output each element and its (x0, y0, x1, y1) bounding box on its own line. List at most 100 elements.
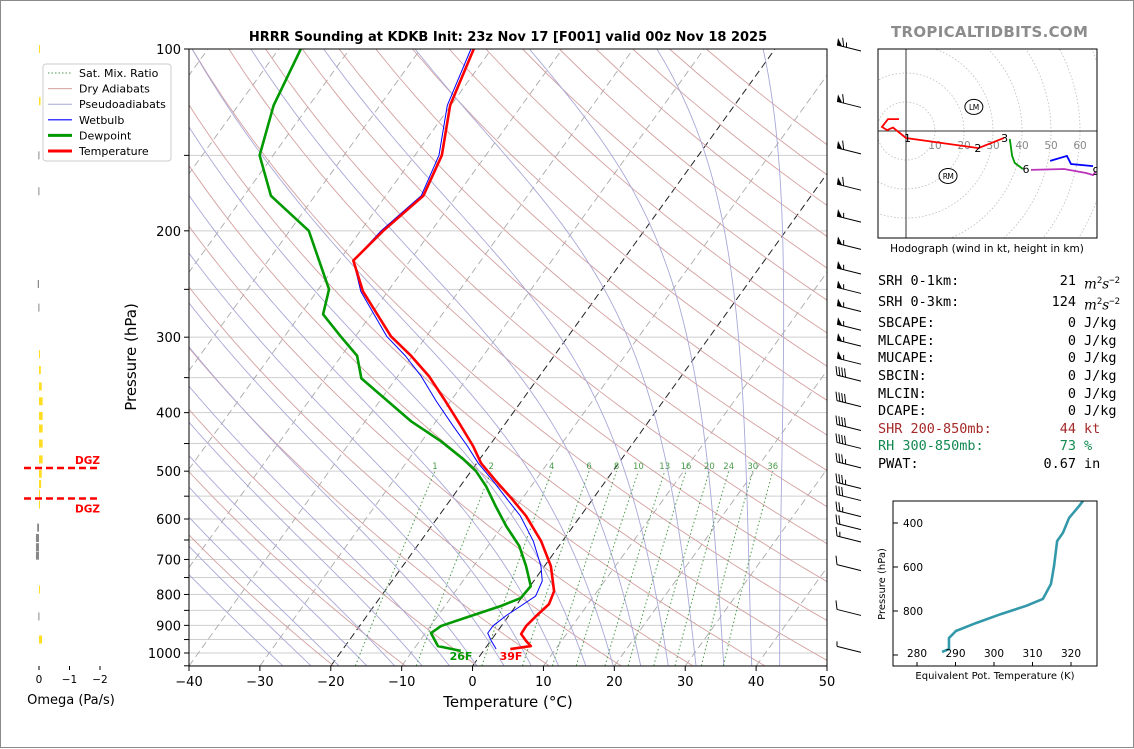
unit-exp: 2 (1096, 297, 1103, 308)
stat-value: 0 (1067, 403, 1076, 420)
stat-value: 0 (1067, 315, 1076, 332)
y-tick-label: 1000 (148, 647, 181, 662)
isotherm (685, 468, 827, 666)
theta-e-x-tick-label: 290 (945, 648, 965, 660)
barb-full (841, 393, 844, 403)
unit-base: J/kg (1084, 385, 1117, 402)
surface-temperature-label: 39F (500, 650, 523, 663)
stat-label: PWAT: (878, 455, 919, 472)
x-tick-label: −40 (175, 675, 202, 690)
stat-value: 0 (1067, 350, 1076, 367)
mixing-ratio-line (700, 471, 754, 666)
barb-full (838, 434, 841, 444)
stat-label: SRH 0-3km: (878, 294, 960, 311)
mixing-ratio-label: 1 (432, 462, 437, 472)
pseudoadiabat (250, 49, 642, 666)
storm-motion-label: LM (969, 103, 979, 112)
barb-staff (836, 441, 862, 449)
wind-barb (835, 473, 862, 489)
unit-base: in (1084, 455, 1101, 472)
pseudoadiabat (189, 302, 505, 666)
barb-staff (836, 564, 862, 572)
isotherm (189, 49, 492, 470)
barb-full (835, 452, 838, 462)
wind-barb (835, 415, 862, 432)
wind-barb (836, 37, 862, 52)
barb-full (838, 502, 841, 512)
pseudoadiabat (189, 126, 587, 666)
pseudoadiabat (189, 516, 340, 666)
mixing-ratio-label: 13 (659, 462, 670, 472)
barb-full (838, 453, 841, 463)
wind-barb (835, 366, 862, 382)
barb-staff (836, 357, 862, 365)
pseudoadiabat (189, 421, 423, 666)
stat-label: SBCIN: (878, 367, 927, 384)
x-axis-label: Temperature (°C) (442, 693, 572, 711)
barb-staff (836, 267, 862, 275)
barb-flag (837, 280, 842, 289)
unit-base: J/kg (1084, 350, 1117, 367)
barb-staff (836, 305, 862, 313)
legend-label: Pseudoadiabats (79, 98, 166, 111)
dry-adiabat (228, 49, 827, 583)
barb-full (841, 474, 844, 485)
dry-adiabat (485, 49, 827, 334)
hodograph-trace (1030, 168, 1097, 177)
omega-bar (39, 45, 40, 53)
barb-flag (837, 140, 842, 149)
isotherm (401, 74, 827, 666)
x-tick-label: −10 (388, 675, 415, 690)
y-tick-label: 600 (156, 513, 181, 528)
stat-row: DCAPE: 0 J/kg (878, 403, 1120, 421)
dewpoint-line (258, 49, 533, 653)
stat-row: SBCAPE: 0 J/kg (878, 315, 1120, 333)
x-tick-label: 50 (819, 675, 836, 690)
stat-label: SRH 0-1km: (878, 273, 960, 289)
y-tick-label: 800 (156, 588, 181, 603)
pseudoadiabat (656, 49, 753, 666)
stat-row: SRH 0-3km: 124 m2s−2 (878, 294, 1120, 315)
mixing-ratio-label: 16 (681, 462, 692, 472)
omega-bar (37, 523, 39, 532)
stat-unit: J/kg (1076, 333, 1117, 351)
stat-unit: m2s−2 (1076, 273, 1120, 294)
barb-staff (836, 286, 862, 294)
unit-base: kt (1084, 420, 1101, 437)
stat-label: MLCAPE: (878, 332, 935, 349)
y-tick-label: 500 (156, 465, 181, 480)
barb-flag (837, 209, 842, 218)
mixing-ratio-line (604, 471, 666, 666)
barb-staff (836, 147, 862, 155)
stat-unit: J/kg (1076, 350, 1117, 368)
legend-label: Temperature (78, 145, 149, 158)
hodograph-height-label: 3 (1001, 132, 1008, 145)
hodograph-height-label: 6 (1023, 163, 1030, 176)
stats-panel: SRH 0-1km: 21 m2s−2 SRH 0-3km: 124 m2s−2 SBCAP… (878, 273, 1120, 474)
stat-row: MLCAPE: 0 J/kg (878, 333, 1120, 351)
hodograph-frame (877, 48, 1098, 239)
mixing-ratio-label: 8 (614, 462, 619, 472)
stat-label: SBCAPE: (878, 315, 935, 332)
y-axis-label: Pressure (hPa) (122, 303, 140, 411)
legend: Sat. Mix. Ratio Dry Adiabats Pseudoadiabat… (42, 63, 172, 162)
barb-full (838, 392, 841, 402)
hodograph-ring-label: 40 (1015, 140, 1028, 152)
wind-barb (836, 298, 862, 313)
pseudoadiabat (762, 49, 785, 666)
x-tick-label: 20 (606, 675, 623, 690)
stat-row: MUCAPE: 0 J/kg (878, 350, 1120, 368)
dgz-label: DGZ (75, 504, 100, 516)
theta-e-x-tick-label: 280 (907, 648, 927, 660)
stat-row: PWAT: 0.67 in (878, 456, 1120, 474)
stat-value: 0 (1067, 385, 1076, 402)
wind-barb (835, 514, 862, 531)
barb-full (844, 393, 847, 403)
pseudoadiabat (189, 545, 312, 666)
unit-base: m (1084, 297, 1097, 314)
x-tick-label: 10 (535, 675, 552, 690)
barb-staff (836, 374, 862, 382)
omega-bar (39, 366, 41, 375)
